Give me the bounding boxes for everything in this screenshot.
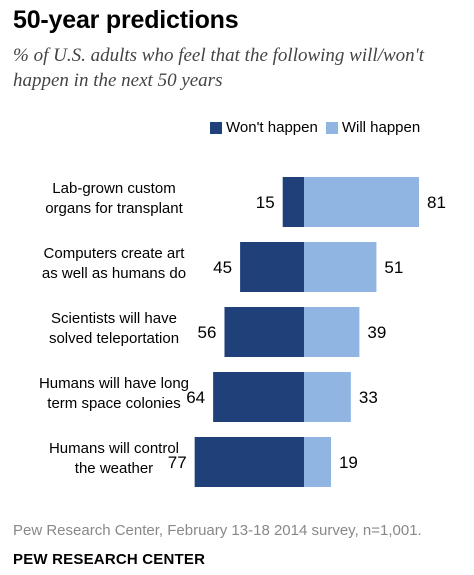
bar-will-2: [304, 307, 360, 357]
chart-subtitle: % of U.S. adults who feel that the follo…: [13, 45, 424, 91]
legend: Won't happen Will happen: [210, 119, 428, 136]
value-will-4: 19: [339, 453, 358, 472]
legend-swatch-wont: [210, 121, 222, 134]
category-label-3-0: Humans will have long: [39, 375, 189, 392]
legend-item-wont: Won't happen: [210, 119, 318, 136]
value-wont-4: 77: [168, 453, 187, 472]
value-wont-0: 15: [256, 193, 275, 212]
legend-label-will: Will happen: [341, 119, 421, 136]
category-label-0-1: organs for transplant: [45, 200, 183, 217]
bar-will-4: [304, 437, 331, 487]
value-will-3: 33: [359, 388, 378, 407]
bar-wont-0: [282, 177, 304, 227]
value-wont-3: 64: [186, 388, 205, 407]
chart-title: 50-year predictions: [13, 6, 239, 34]
category-label-1-1: as well as humans do: [42, 265, 186, 282]
value-wont-1: 45: [213, 258, 232, 277]
org-name: PEW RESEARCH CENTER: [13, 551, 206, 568]
category-label-1-0: Computers create art: [44, 245, 186, 262]
bar-wont-1: [240, 242, 304, 292]
legend-item-will: Will happen: [325, 119, 421, 136]
value-will-1: 51: [384, 258, 403, 277]
category-label-2-0: Scientists will have: [51, 310, 177, 327]
category-label-0-0: Lab-grown custom: [52, 180, 175, 197]
source-note: Pew Research Center, February 13-18 2014…: [13, 522, 422, 539]
bar-will-0: [304, 177, 420, 227]
bar-will-1: [304, 242, 377, 292]
value-will-2: 39: [367, 323, 386, 342]
category-label-3-1: term space colonies: [47, 395, 180, 412]
value-will-0: 81: [427, 193, 446, 212]
category-label-2-1: solved teleportation: [49, 330, 179, 347]
legend-label-wont: Won't happen: [226, 119, 318, 136]
bar-wont-3: [213, 372, 304, 422]
bar-wont-4: [194, 437, 304, 487]
category-label-4-0: Humans will control: [49, 440, 179, 457]
bar-wont-2: [224, 307, 304, 357]
category-label-4-1: the weather: [75, 460, 153, 477]
value-wont-2: 56: [198, 323, 217, 342]
legend-swatch-will: [325, 121, 338, 134]
bar-will-3: [304, 372, 351, 422]
